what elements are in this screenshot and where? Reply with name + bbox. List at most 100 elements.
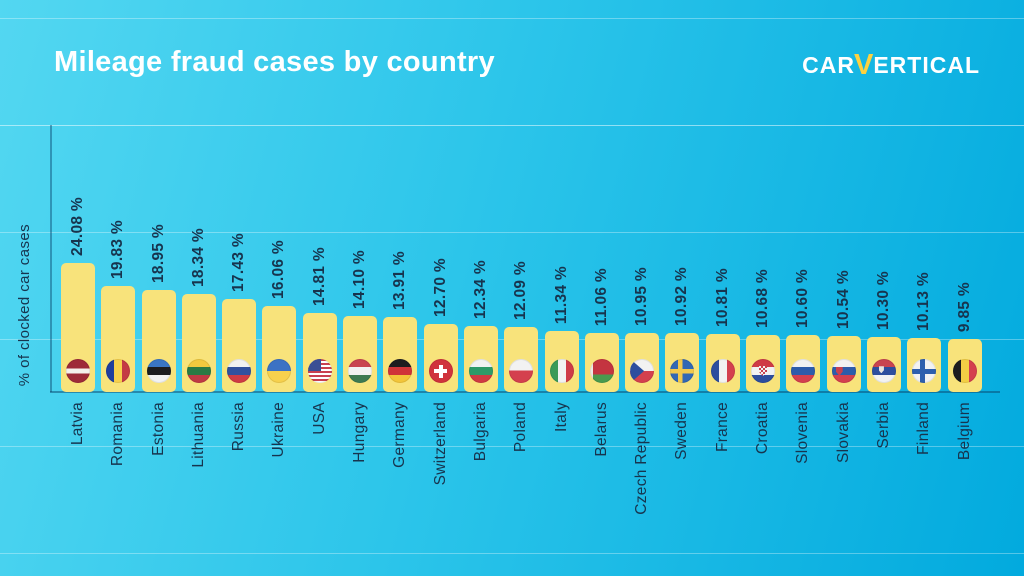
brand-checkmark-icon: V bbox=[853, 49, 875, 81]
italy-flag-icon bbox=[549, 359, 574, 383]
bar-lithuania bbox=[181, 294, 216, 392]
x-tick-label-lithuania: Lithuania bbox=[189, 402, 207, 468]
bulgaria-flag-icon bbox=[468, 359, 493, 383]
label-slot: USA bbox=[303, 392, 337, 435]
bar-slot: 19.83 % bbox=[101, 220, 136, 392]
background-stripe bbox=[0, 18, 1024, 19]
bar-slot: 10.54 % bbox=[826, 270, 861, 392]
estonia-flag-icon bbox=[146, 359, 171, 383]
bar-value-label: 10.95 % bbox=[633, 267, 651, 326]
bar-slovenia bbox=[786, 335, 821, 392]
y-axis-label: % of clocked car cases bbox=[16, 223, 33, 386]
flag-detail bbox=[878, 366, 884, 374]
belarus-flag-icon bbox=[589, 359, 614, 383]
brand-logo-text-prefix: CAR bbox=[802, 52, 855, 78]
bar-serbia bbox=[866, 337, 901, 392]
brand-logo: CAR V ERTICAL bbox=[802, 49, 980, 81]
label-slot: Sweden bbox=[665, 392, 699, 460]
bar-belarus bbox=[584, 333, 619, 392]
bar-slovakia bbox=[826, 336, 861, 392]
bar-value-label: 18.95 % bbox=[149, 224, 167, 283]
bar-latvia bbox=[61, 263, 95, 392]
flag-detail bbox=[758, 365, 768, 377]
bar-value-label: 11.34 % bbox=[552, 265, 570, 324]
x-axis-labels: Latvia Romania Estonia Lithuania Russia Ukrai… bbox=[61, 392, 982, 515]
y-axis-line bbox=[50, 125, 52, 392]
bar-slot: 14.81 % bbox=[302, 247, 337, 392]
bar-slot: 11.06 % bbox=[584, 268, 619, 392]
bar-italy bbox=[544, 331, 579, 392]
bar-slot: 18.34 % bbox=[181, 228, 216, 392]
slovenia-flag-icon bbox=[791, 359, 816, 383]
x-tick-label-france: France bbox=[713, 402, 731, 453]
bar-slot: 10.13 % bbox=[907, 272, 942, 392]
x-tick-label-sweden: Sweden bbox=[673, 402, 691, 460]
label-slot: Bulgaria bbox=[464, 392, 498, 461]
x-tick-label-germany: Germany bbox=[391, 402, 409, 468]
bar-value-label: 12.09 % bbox=[512, 261, 530, 320]
label-slot: Poland bbox=[504, 392, 538, 452]
label-slot: Slovenia bbox=[786, 392, 820, 464]
x-tick-label-italy: Italy bbox=[552, 402, 570, 432]
bar-value-label: 17.43 % bbox=[230, 233, 248, 292]
x-tick-label-finland: Finland bbox=[915, 402, 933, 455]
bar-ukraine bbox=[262, 306, 297, 392]
label-slot: Romania bbox=[101, 392, 135, 466]
bar-bulgaria bbox=[463, 326, 498, 392]
flag-detail bbox=[307, 359, 321, 371]
bar-value-label: 11.06 % bbox=[592, 267, 610, 326]
label-slot: Lithuania bbox=[182, 392, 216, 468]
germany-flag-icon bbox=[388, 359, 413, 383]
czech-republic-flag-icon bbox=[630, 359, 655, 383]
bar-slot: 12.70 % bbox=[423, 258, 458, 392]
poland-flag-icon bbox=[509, 359, 534, 383]
x-tick-label-belarus: Belarus bbox=[592, 402, 610, 457]
x-tick-label-switzerland: Switzerland bbox=[431, 402, 449, 486]
finland-flag-icon bbox=[912, 359, 937, 383]
x-tick-label-croatia: Croatia bbox=[754, 402, 772, 455]
croatia-flag-icon bbox=[751, 359, 776, 383]
slovakia-flag-icon bbox=[831, 359, 856, 383]
bar-slot: 10.60 % bbox=[786, 269, 821, 392]
label-slot: Hungary bbox=[343, 392, 377, 463]
bar-value-label: 10.30 % bbox=[874, 271, 892, 330]
label-slot: Germany bbox=[383, 392, 417, 468]
x-tick-label-bulgaria: Bulgaria bbox=[471, 402, 489, 462]
x-tick-label-romania: Romania bbox=[109, 402, 127, 467]
bar-slot: 10.95 % bbox=[625, 267, 660, 392]
bar-slot: 17.43 % bbox=[222, 233, 257, 392]
label-slot: Slovakia bbox=[827, 392, 861, 463]
bar-sweden bbox=[665, 333, 700, 392]
bar-slot: 10.81 % bbox=[705, 268, 740, 392]
romania-flag-icon bbox=[106, 359, 131, 383]
usa-flag-icon bbox=[307, 359, 332, 383]
belgium-flag-icon bbox=[952, 359, 977, 383]
bar-value-label: 16.06 % bbox=[270, 240, 288, 299]
flag-detail bbox=[835, 366, 843, 376]
x-tick-label-belgium: Belgium bbox=[955, 402, 973, 461]
flag-detail bbox=[630, 359, 645, 383]
bar-value-label: 18.34 % bbox=[189, 228, 207, 287]
background-stripe bbox=[0, 553, 1024, 554]
x-tick-label-ukraine: Ukraine bbox=[270, 402, 288, 458]
bar-slot: 14.10 % bbox=[343, 250, 378, 392]
bar-slot: 10.30 % bbox=[866, 271, 901, 392]
bar-croatia bbox=[746, 335, 781, 392]
label-slot: Serbia bbox=[867, 392, 901, 449]
switzerland-flag-icon bbox=[428, 359, 453, 383]
label-slot: Russia bbox=[222, 392, 256, 451]
france-flag-icon bbox=[710, 359, 735, 383]
label-slot: Latvia bbox=[61, 392, 95, 445]
bar-value-label: 12.70 % bbox=[431, 258, 449, 317]
x-axis-baseline bbox=[50, 391, 1000, 393]
bar-value-label: 19.83 % bbox=[109, 220, 127, 279]
bar-value-label: 10.13 % bbox=[915, 272, 933, 331]
bar-estonia bbox=[141, 290, 176, 392]
bar-value-label: 10.54 % bbox=[834, 270, 852, 329]
bar-slot: 16.06 % bbox=[262, 240, 297, 392]
x-tick-label-czech-republic: Czech Republic bbox=[633, 402, 651, 515]
bar-slot: 12.09 % bbox=[504, 261, 539, 392]
x-tick-label-poland: Poland bbox=[512, 402, 530, 453]
bar-value-label: 10.68 % bbox=[754, 269, 772, 328]
